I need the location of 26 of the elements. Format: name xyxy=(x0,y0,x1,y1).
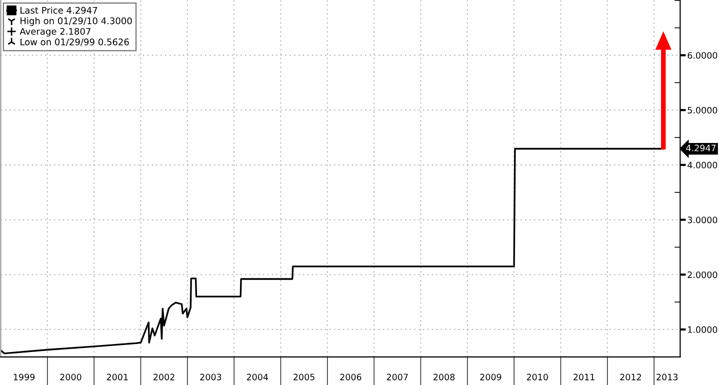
x-tick-label: 2011 xyxy=(574,374,594,380)
x-tick-label: 2003 xyxy=(200,374,222,380)
y-tick-label: 6.0000 xyxy=(688,52,718,59)
annotation: High on 01/29/10 4.3000 xyxy=(20,17,132,26)
x-tick-label: 2013 xyxy=(656,374,678,380)
y-tick-label: 1.0000 xyxy=(688,326,718,333)
annotation: Low on 01/29/99 0.5626 xyxy=(20,38,129,46)
x-tick-label: 2004 xyxy=(246,374,268,380)
legend-label: Last Price 4.2947 xyxy=(20,6,98,14)
y-tick-label: 5.0000 xyxy=(688,106,718,114)
annotation: Average 2.1807 xyxy=(20,28,90,37)
x-tick-label: 2010 xyxy=(526,374,548,380)
x-tick-label: 2007 xyxy=(386,374,408,380)
text: 4.2947 xyxy=(686,144,716,152)
x-tick-label: 2012 xyxy=(620,374,641,380)
x-tick-label: 2006 xyxy=(340,374,362,380)
y-tick-label: 4.0000 xyxy=(688,162,718,168)
x-tick-label: 2008 xyxy=(434,374,455,380)
x-tick-label: 2005 xyxy=(294,374,314,380)
x-tick-label: 2002 xyxy=(154,374,174,380)
y-tick-label: 2.0000 xyxy=(688,271,718,278)
x-tick-label: 1999 xyxy=(14,374,35,380)
y-tick-label: 3.0000 xyxy=(688,216,718,224)
x-tick-label: 2001 xyxy=(106,374,128,380)
x-tick-label: 2009 xyxy=(480,374,502,380)
x-tick-label: 2000 xyxy=(60,374,82,380)
